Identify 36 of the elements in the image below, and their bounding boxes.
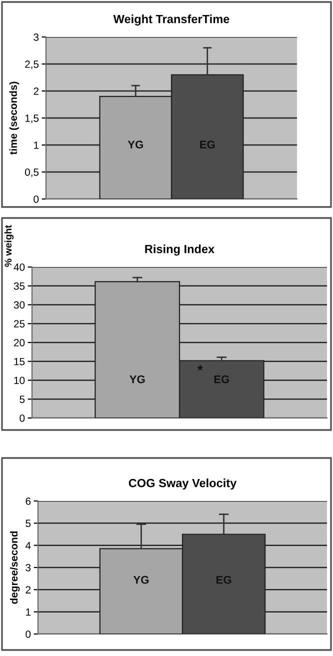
y-tick-label: 6 (26, 498, 31, 505)
y-tick-label: 2 (26, 586, 31, 594)
y-tick-label: 10 (14, 376, 25, 384)
y-axis-title: % weight (4, 225, 14, 267)
y-tick-label: 0 (20, 414, 25, 422)
y-tick-label: 40 (14, 264, 25, 271)
y-tick-label: 20 (14, 339, 25, 346)
y-axis-title: degree/second (10, 531, 20, 604)
y-tick-label: 5 (26, 520, 31, 528)
y-tick-label: 1 (26, 608, 31, 616)
y-tick-label: 25 (14, 320, 25, 328)
y-tick-label: 0 (34, 196, 39, 203)
x-tick-label: YG (133, 576, 149, 584)
y-tick-label: 0,5 (24, 168, 39, 178)
y-tick-label: 35 (14, 282, 25, 290)
y-tick-label: 3 (34, 34, 39, 41)
y-tick-label: 0 (26, 630, 31, 638)
y-tick-label: 1 (34, 142, 39, 149)
y-tick-label: 30 (14, 301, 25, 309)
x-tick-label: EG (200, 140, 215, 149)
y-tick-label: 1,5 (25, 114, 39, 124)
chart-title: Weight TransferTime (113, 14, 230, 26)
annotation: * (197, 365, 203, 370)
y-tick-label: 3 (26, 564, 31, 572)
chart-title: COG Sway Velocity (128, 478, 237, 490)
x-tick-label: YG (130, 375, 145, 384)
y-tick-label: 15 (14, 358, 25, 366)
y-tick-label: 2 (34, 88, 39, 95)
y-tick-label: 2,5 (25, 60, 39, 70)
x-tick-label: YG (128, 140, 143, 149)
y-tick-label: 4 (26, 542, 31, 550)
x-tick-label: EG (216, 576, 232, 584)
y-tick-label: 5 (20, 396, 25, 403)
x-tick-label: EG (214, 375, 229, 384)
chart-title: Rising Index (145, 244, 215, 256)
y-axis-title: time (seconds) (9, 82, 20, 155)
